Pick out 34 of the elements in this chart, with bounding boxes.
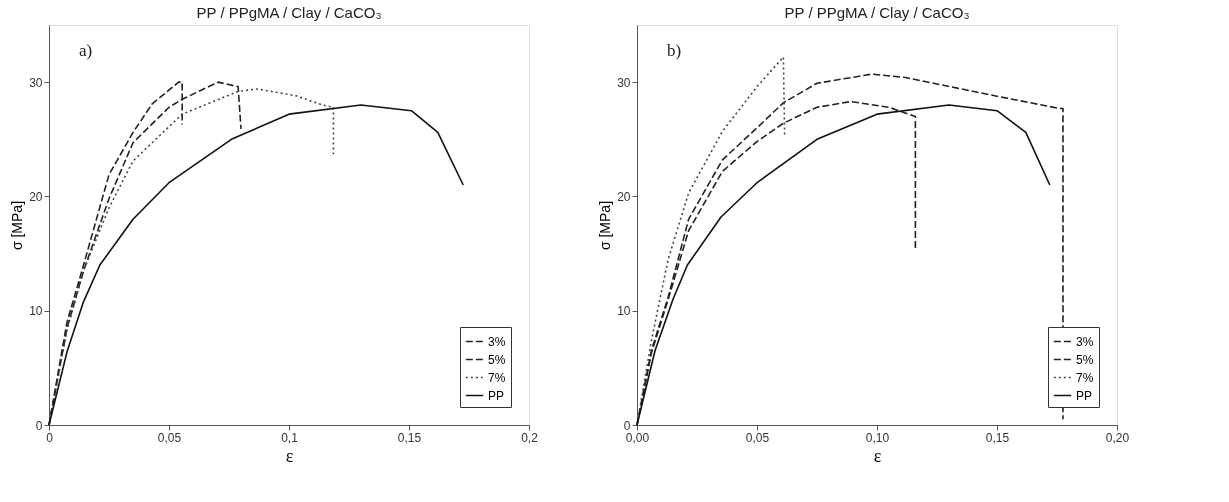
chart-title: PP / PPgMA / Clay / CaCO₃ [784,4,970,21]
x-tick-label: 0,15 [985,430,1010,445]
legend-label: 3% [488,334,506,349]
x-tick-label: 0,05 [745,430,770,445]
x-axis-title: ε [873,445,882,466]
legend-label: PP [488,388,505,403]
y-tick-label: 0 [35,418,43,433]
x-tick-label: 0 [46,430,54,445]
legend-label: 3% [1076,334,1094,349]
y-tick-label: 30 [617,75,631,90]
x-tick-label: 0,20 [1105,430,1130,445]
x-tick-label: 0,00 [625,430,650,445]
x-tick-label: 0,05 [157,430,182,445]
legend-label: 7% [1076,370,1094,385]
y-tick-label: 20 [617,189,631,204]
annotation: a) [79,41,93,60]
x-tick-label: 0,10 [865,430,890,445]
chart-title: PP / PPgMA / Clay / CaCO₃ [196,4,382,21]
legend-label: 7% [488,370,506,385]
legend-label: 5% [1076,352,1094,367]
y-axis-title: σ [MPa] [597,200,614,251]
x-tick-label: 0,2 [521,430,539,445]
legend-label: 5% [488,352,506,367]
x-tick-label: 0,15 [397,430,422,445]
x-tick-label: 0,1 [281,430,299,445]
y-axis-title: σ [MPa] [9,200,26,251]
x-axis-title: ε [285,445,294,466]
annotation: b) [667,41,682,60]
y-tick-label: 10 [29,304,43,319]
legend-label: PP [1076,388,1093,403]
y-tick-label: 20 [29,189,43,204]
y-tick-label: 0 [623,418,631,433]
y-tick-label: 10 [617,304,631,319]
y-tick-label: 30 [29,75,43,90]
